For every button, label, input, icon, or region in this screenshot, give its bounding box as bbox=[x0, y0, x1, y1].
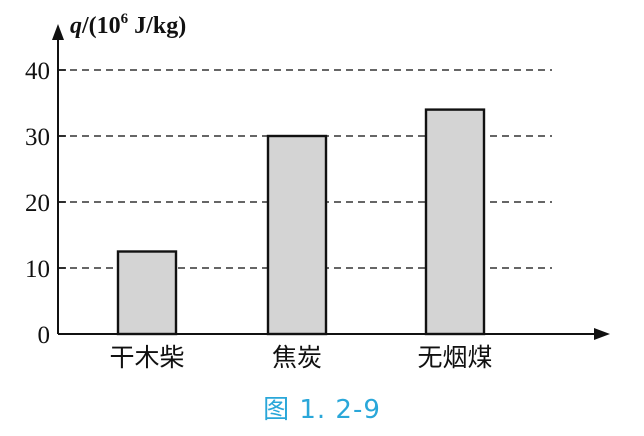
figure-caption: 图 1. 2-9 bbox=[263, 395, 381, 425]
category-label: 焦炭 bbox=[272, 343, 322, 372]
y-tick-labels: 0 10 20 30 40 bbox=[25, 58, 50, 349]
y-tick-label: 10 bbox=[25, 256, 50, 283]
y-tick-label: 0 bbox=[38, 322, 51, 349]
y-tick-label: 30 bbox=[25, 124, 50, 151]
bar-2 bbox=[266, 134, 328, 336]
y-axis-title: q/(106 J/kg) bbox=[70, 11, 186, 39]
bar-3 bbox=[424, 108, 486, 336]
y-axis-unit-prefix: /(10 bbox=[81, 13, 121, 39]
bars bbox=[116, 108, 486, 336]
category-label: 无烟煤 bbox=[417, 343, 492, 372]
bar-1 bbox=[116, 250, 178, 336]
category-labels: 干木柴 焦炭 无烟煤 bbox=[109, 343, 492, 372]
y-axis-symbol: q bbox=[70, 13, 82, 39]
y-axis-unit-exponent: 6 bbox=[121, 11, 129, 27]
y-tick-label: 20 bbox=[25, 190, 50, 217]
category-label: 干木柴 bbox=[109, 343, 184, 372]
y-axis-unit-suffix: J/kg) bbox=[128, 13, 186, 39]
x-axis-arrow bbox=[594, 328, 610, 340]
y-tick-label: 40 bbox=[25, 58, 50, 85]
axes bbox=[52, 24, 610, 340]
y-axis-arrow bbox=[52, 24, 64, 40]
